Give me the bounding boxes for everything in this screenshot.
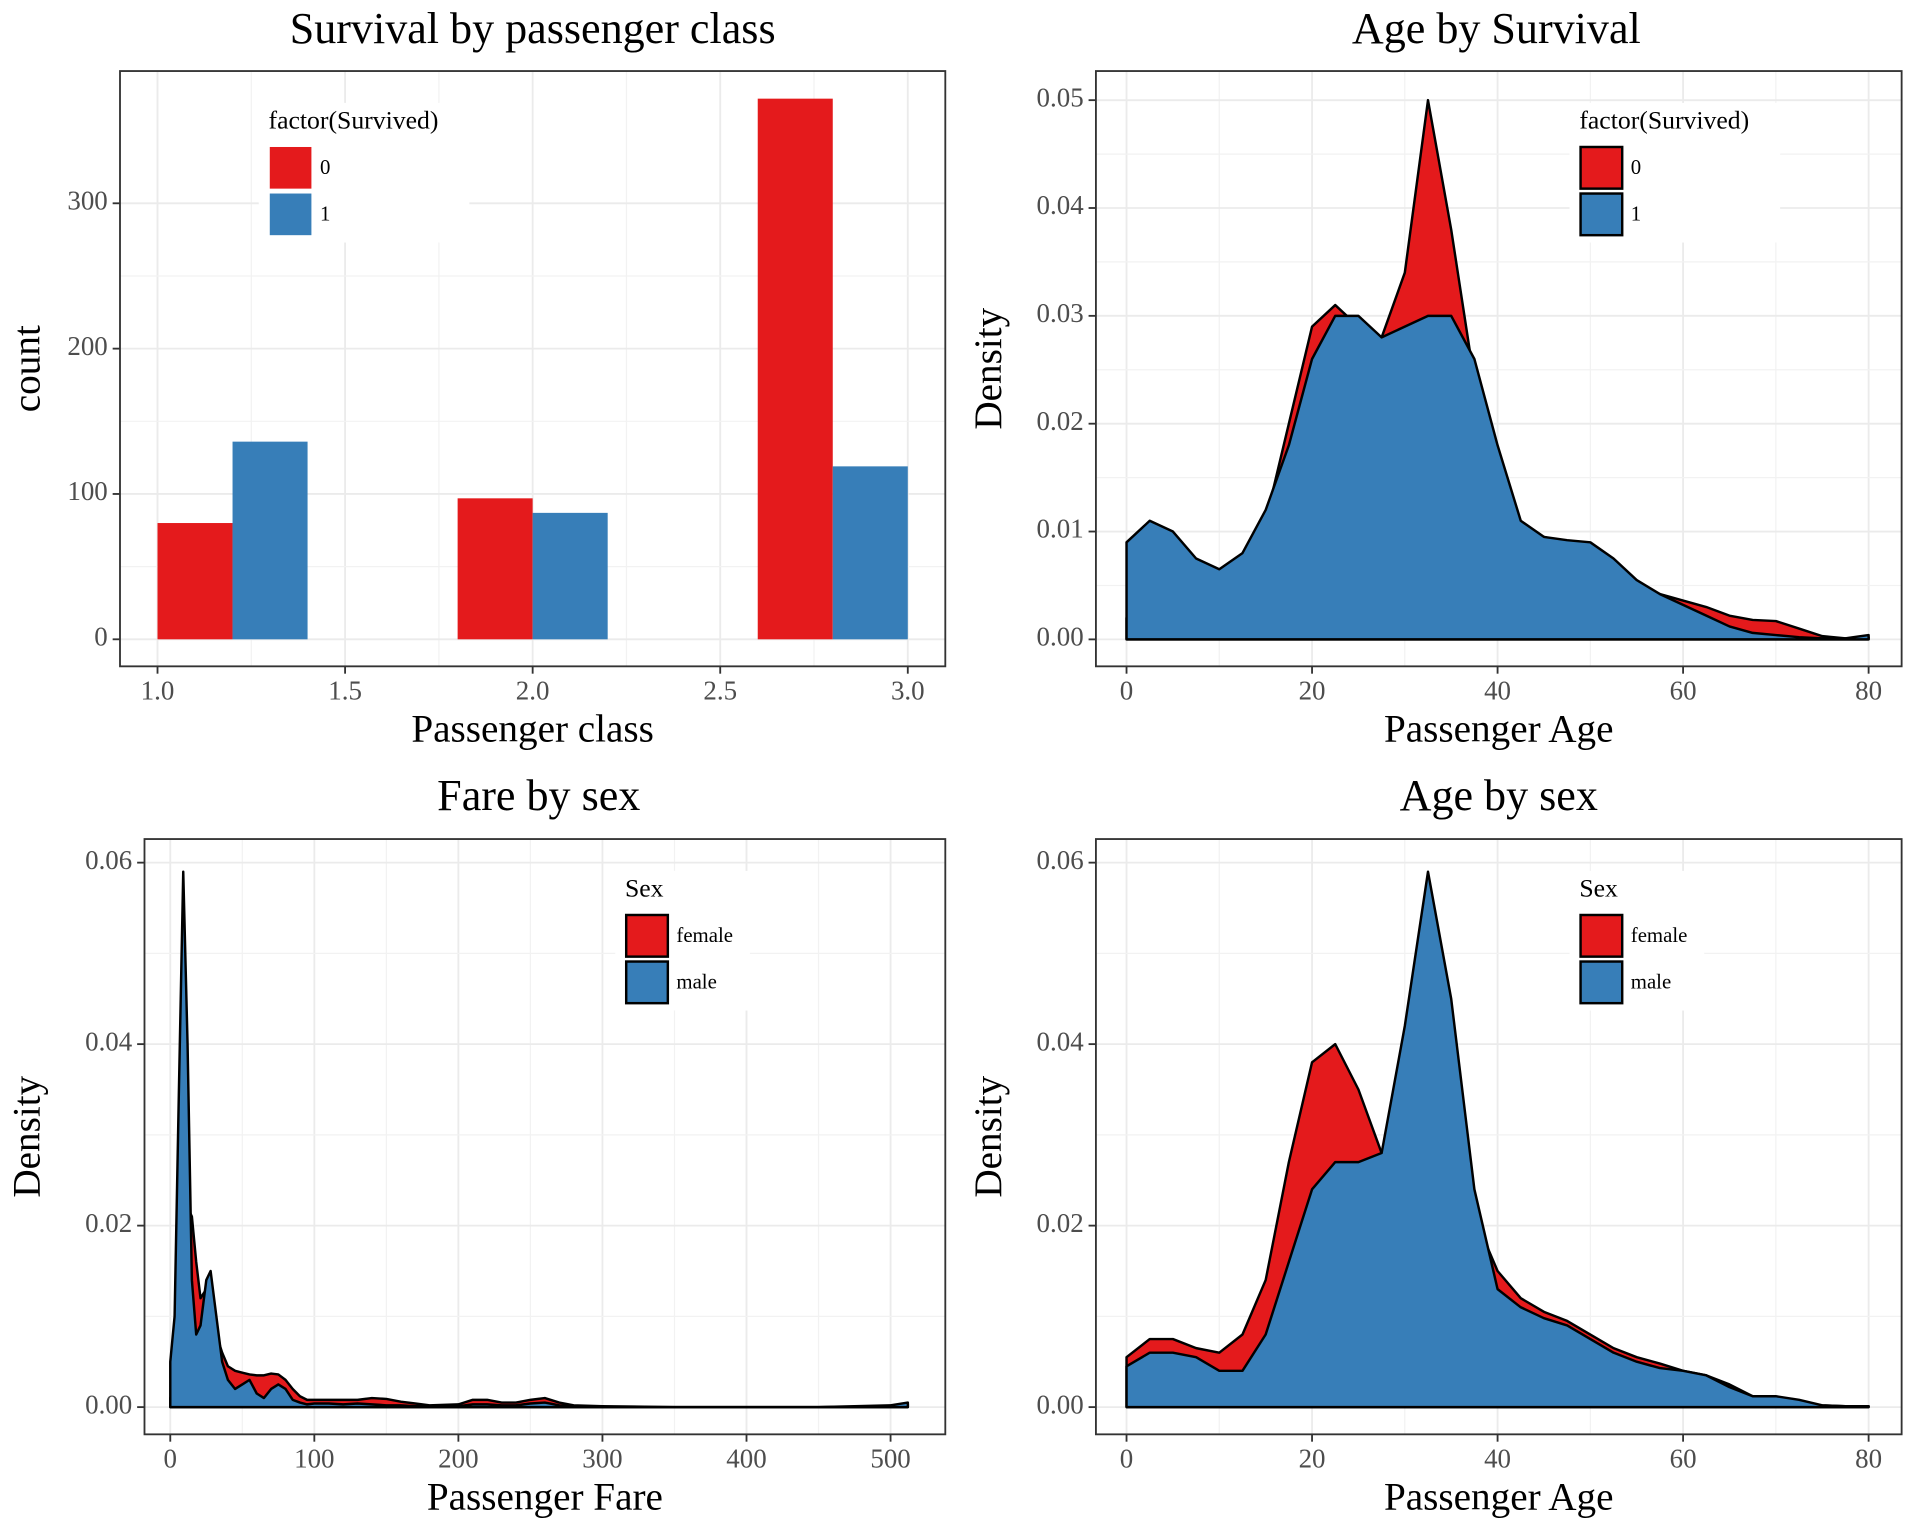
y-axis-label: Density — [967, 1075, 1010, 1197]
y-tick-label: 0.04 — [1037, 1026, 1085, 1056]
x-tick-label: 20 — [1299, 1443, 1326, 1473]
panel-border — [1095, 838, 1903, 1436]
y-tick-label: 0.06 — [1037, 845, 1084, 875]
y-tick-label: 0.02 — [1037, 406, 1084, 436]
x-tick-label: 2.5 — [703, 675, 737, 705]
legend-title: factor(Survived) — [269, 105, 439, 134]
x-axis-label: Passenger Age — [1384, 707, 1614, 750]
legend-label: female — [1631, 923, 1688, 947]
x-axis-label: Passenger Fare — [427, 1475, 663, 1518]
y-tick-label: 0.00 — [1037, 622, 1084, 652]
x-tick-label: 0 — [1120, 1443, 1133, 1473]
y-tick-label: 0.04 — [1037, 190, 1085, 220]
y-tick-label: 0.02 — [1037, 1208, 1084, 1238]
x-tick-label: 3.0 — [891, 675, 925, 705]
x-tick-label: 0 — [1120, 675, 1133, 705]
legend-label: 0 — [1631, 155, 1641, 179]
legend-label: female — [676, 923, 733, 947]
x-tick-label: 40 — [1484, 675, 1511, 705]
y-axis-label: Density — [6, 1075, 49, 1197]
x-tick-label: 0 — [164, 1443, 177, 1473]
x-tick-label: 100 — [294, 1443, 334, 1473]
bar — [157, 523, 233, 640]
y-tick-label: 0.04 — [85, 1026, 133, 1056]
legend-key — [624, 913, 670, 958]
x-tick-label: 60 — [1670, 675, 1697, 705]
x-tick-label: 400 — [726, 1443, 766, 1473]
bar — [232, 441, 308, 640]
legend-title: factor(Survived) — [1579, 105, 1749, 134]
legend-title: Sex — [625, 873, 664, 902]
x-tick-label: 80 — [1855, 1443, 1882, 1473]
x-tick-label: 300 — [582, 1443, 622, 1473]
y-axis-label: Density — [967, 307, 1010, 429]
bar — [532, 512, 608, 640]
chart-title: Age by sex — [1400, 771, 1598, 820]
panel-border — [1095, 70, 1903, 668]
bar — [832, 466, 908, 640]
y-axis-label: count — [6, 325, 49, 412]
y-tick-label: 0.06 — [85, 845, 132, 875]
legend-label: male — [1631, 969, 1671, 993]
y-tick-label: 200 — [67, 331, 107, 361]
x-tick-label: 80 — [1855, 675, 1882, 705]
density-area — [169, 870, 910, 1409]
y-tick-label: 0.05 — [1037, 82, 1084, 112]
legend-key — [269, 193, 312, 236]
bar — [757, 98, 833, 640]
bar — [457, 498, 533, 640]
x-tick-label: 200 — [438, 1443, 478, 1473]
legend-key — [624, 960, 670, 1005]
legend-key — [1579, 192, 1624, 237]
y-tick-label: 0.00 — [1037, 1389, 1084, 1419]
x-axis-label: Passenger Age — [1384, 1475, 1614, 1518]
y-tick-label: 0.02 — [85, 1208, 132, 1238]
panel-border — [143, 838, 947, 1436]
x-tick-label: 20 — [1299, 675, 1326, 705]
x-tick-label: 2.0 — [516, 675, 550, 705]
y-tick-label: 300 — [67, 185, 107, 215]
legend-key — [1579, 145, 1624, 190]
panel-background — [144, 839, 946, 1435]
y-tick-label: 0 — [94, 621, 107, 651]
legend-label: 0 — [320, 155, 330, 179]
legend-title: Sex — [1579, 873, 1618, 902]
density-area — [1125, 870, 1870, 1409]
x-tick-label: 1.5 — [328, 675, 362, 705]
chart-title: Fare by sex — [437, 771, 640, 820]
legend-key — [1579, 960, 1624, 1005]
chart-title: Age by Survival — [1352, 4, 1641, 53]
x-tick-label: 60 — [1670, 1443, 1697, 1473]
y-tick-label: 100 — [67, 476, 107, 506]
legend-key — [1579, 913, 1624, 958]
y-tick-label: 0.00 — [85, 1389, 132, 1419]
x-tick-label: 1.0 — [141, 675, 175, 705]
legend-label: 1 — [1631, 201, 1641, 225]
y-tick-label: 0.01 — [1037, 514, 1084, 544]
x-tick-label: 500 — [870, 1443, 910, 1473]
chart-title: Survival by passenger class — [290, 4, 776, 53]
x-tick-label: 40 — [1484, 1443, 1511, 1473]
density-area — [1125, 314, 1870, 641]
legend-label: 1 — [320, 201, 330, 225]
y-tick-label: 0.03 — [1037, 298, 1084, 328]
legend-key — [269, 146, 312, 189]
x-axis-label: Passenger class — [411, 707, 654, 750]
legend-label: male — [676, 969, 716, 993]
